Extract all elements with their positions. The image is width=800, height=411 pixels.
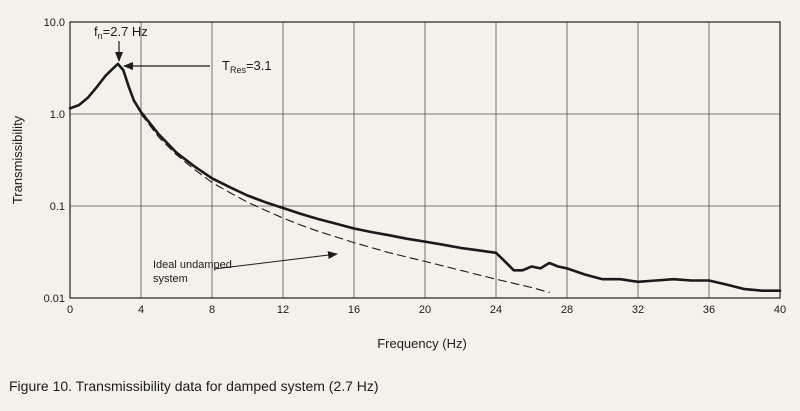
ideal-label-line2: system (153, 273, 188, 285)
y-tick-label: 0.1 (50, 201, 65, 213)
x-tick-label: 40 (774, 304, 786, 316)
x-tick-label: 32 (632, 304, 644, 316)
y-tick-label: 10.0 (44, 17, 65, 29)
peak-label-rest: =2.7 Hz (103, 24, 148, 39)
resonance-label: TRes=3.1 (222, 58, 272, 75)
ideal-arrow (213, 251, 338, 270)
resonance-label-rest: =3.1 (246, 58, 272, 73)
y-axis-title: Transmissibility (10, 115, 25, 204)
x-tick-label: 4 (138, 304, 144, 316)
peak-label-main: f (94, 24, 98, 39)
grid (69, 21, 781, 299)
resonance-label-main: T (222, 58, 230, 73)
ideal-undamped-line (140, 113, 550, 293)
x-tick-label: 0 (67, 304, 73, 316)
x-tick-label: 16 (348, 304, 360, 316)
resonance-label-sub: Res (230, 65, 247, 75)
y-tick-label: 0.01 (44, 293, 65, 305)
x-tick-label: 24 (490, 304, 502, 316)
figure-caption: Figure 10. Transmissibility data for dam… (9, 378, 379, 394)
plot-frame (69, 21, 781, 299)
y-tick-label: 1.0 (50, 109, 65, 121)
x-tick-label: 20 (419, 304, 431, 316)
measured-transmissibility-line (68, 62, 782, 292)
series-lines (68, 62, 782, 293)
x-tick-label: 8 (209, 304, 215, 316)
y-tick-labels: 0.01 0.1 1.0 10.0 (44, 17, 65, 305)
x-tick-label: 28 (561, 304, 573, 316)
x-tick-label: 12 (277, 304, 289, 316)
x-tick-label: 36 (703, 304, 715, 316)
x-tick-labels: 0 4 8 12 16 20 24 28 32 36 40 (67, 304, 786, 316)
peak-label-sub: n (98, 31, 103, 41)
peak-frequency-label: fn=2.7 Hz (94, 24, 148, 41)
ideal-label-line1: Ideal undamped (153, 259, 232, 271)
x-axis-title: Frequency (Hz) (377, 336, 467, 351)
